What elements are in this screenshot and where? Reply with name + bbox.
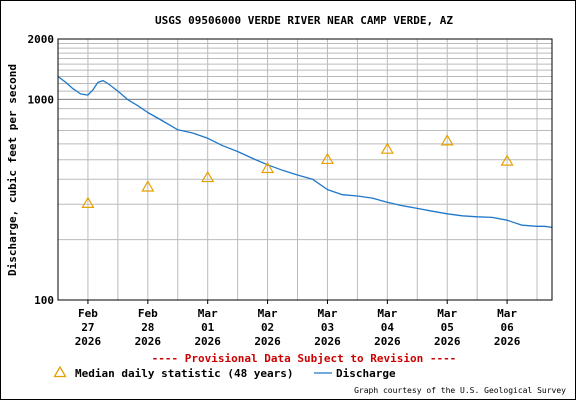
chart-title: USGS 09506000 VERDE RIVER NEAR CAMP VERD… xyxy=(155,14,453,27)
y-tick-label: 2000 xyxy=(28,33,55,46)
y-ticks: 2000 1000 100 xyxy=(28,33,55,307)
median-marker xyxy=(141,180,155,192)
x-tick-label: Mar xyxy=(198,307,218,320)
x-tick-label: 2026 xyxy=(194,335,221,348)
x-tick-label: Mar xyxy=(258,307,278,320)
x-tick-label: 04 xyxy=(381,321,395,334)
x-tick-label: 2026 xyxy=(374,335,401,348)
legend-discharge-label: Discharge xyxy=(336,367,396,380)
provisional-notice: ---- Provisional Data Subject to Revisio… xyxy=(152,352,457,365)
x-tick-label: 27 xyxy=(81,321,94,334)
median-marker xyxy=(320,152,334,165)
x-tick-label: Mar xyxy=(437,307,457,320)
x-tick-label: 2026 xyxy=(434,335,461,348)
median-marker xyxy=(201,170,215,183)
grid xyxy=(58,38,552,301)
x-tick-label: Mar xyxy=(377,307,397,320)
y-tick-label: 1000 xyxy=(28,93,55,106)
discharge-line xyxy=(57,75,553,229)
x-tick-label: 03 xyxy=(321,321,334,334)
x-tick-label: 2026 xyxy=(494,335,521,348)
x-tick-label: 2026 xyxy=(314,335,341,348)
y-tick-label: 100 xyxy=(34,294,54,307)
legend: Median daily statistic (48 years) Discha… xyxy=(53,365,396,380)
x-tick-label: Feb xyxy=(138,307,158,320)
median-marker xyxy=(440,134,454,146)
y-axis-label: Discharge, cubic feet per second xyxy=(6,64,19,276)
x-tick-label: Feb xyxy=(78,307,98,320)
usgs-credit: Graph courtesy of the U.S. Geological Su… xyxy=(354,386,566,395)
median-marker xyxy=(380,142,394,154)
x-tick-label: Mar xyxy=(318,307,338,320)
plot-border xyxy=(57,38,553,301)
x-tick-label: 28 xyxy=(141,321,154,334)
x-tick-label: Mar xyxy=(497,307,517,320)
x-tick-label: 02 xyxy=(261,321,274,334)
x-tick-label: 2026 xyxy=(135,335,162,348)
x-tick-label: 01 xyxy=(201,321,215,334)
x-tick-label: 2026 xyxy=(75,335,102,348)
median-marker xyxy=(261,161,275,174)
median-marker xyxy=(500,154,514,166)
x-ticks: Feb272026Feb282026Mar012026Mar022026Mar0… xyxy=(75,300,521,348)
x-tick-label: 05 xyxy=(441,321,454,334)
legend-median-label: Median daily statistic (48 years) xyxy=(75,367,294,380)
x-tick-label: 2026 xyxy=(254,335,281,348)
legend-triangle-icon xyxy=(53,365,67,378)
median-marker xyxy=(81,196,95,208)
plot-data xyxy=(57,75,553,229)
x-tick-label: 06 xyxy=(500,321,514,334)
